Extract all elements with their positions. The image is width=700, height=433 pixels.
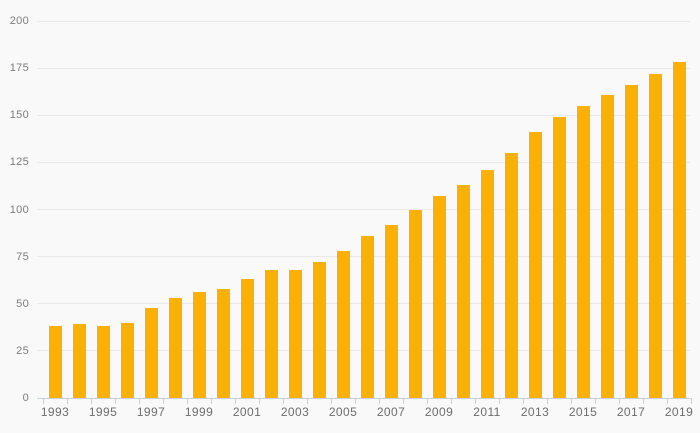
x-axis-tick-label: 1995 (88, 405, 118, 419)
x-axis-tick (666, 398, 668, 404)
y-axis-tick-label: 75 (16, 250, 29, 263)
x-axis-tick-label: 2003 (280, 405, 310, 419)
x-axis-tick (522, 398, 524, 404)
x-axis-tick (378, 398, 380, 404)
bar-2013[interactable] (528, 132, 542, 398)
gridline-200 (37, 20, 690, 22)
x-axis-tick (426, 398, 428, 404)
x-axis-tick (546, 398, 548, 404)
x-axis-tick-label: 2019 (664, 405, 694, 419)
bar-2014[interactable] (552, 117, 566, 398)
x-axis-tick (642, 398, 644, 404)
x-axis-tick (618, 398, 620, 404)
x-axis-tick (330, 398, 332, 404)
x-axis-tick (162, 398, 164, 404)
x-axis-tick (282, 398, 284, 404)
x-axis-tick (354, 398, 356, 404)
x-axis-tick-label: 1993 (40, 405, 70, 419)
y-axis-tick-label: 100 (9, 203, 29, 216)
bar-2008[interactable] (408, 209, 422, 398)
x-axis-tick-label: 2013 (520, 405, 550, 419)
x-axis-tick (234, 398, 236, 404)
x-axis-tick (474, 398, 476, 404)
x-axis-tick (402, 398, 404, 404)
bar-1996[interactable] (120, 322, 134, 398)
x-axis-line (37, 398, 691, 399)
x-axis-tick-label: 1997 (136, 405, 166, 419)
x-axis-tick-label: 2011 (473, 405, 501, 419)
x-axis-tick (594, 398, 596, 404)
bar-2019[interactable] (672, 62, 686, 398)
gridline-150 (37, 114, 690, 116)
bar-2015[interactable] (576, 105, 590, 398)
x-axis-tick-label: 2001 (232, 405, 262, 419)
x-axis-tick-label: 2017 (616, 405, 646, 419)
x-axis-tick (498, 398, 500, 404)
x-axis-tick (450, 398, 452, 404)
x-axis-tick (186, 398, 188, 404)
gridline-175 (37, 67, 690, 69)
bar-1997[interactable] (144, 307, 158, 398)
y-axis-tick-label: 125 (9, 156, 29, 169)
x-axis-tick-label: 2005 (328, 405, 358, 419)
y-axis-tick-label: 175 (9, 62, 29, 75)
y-axis-tick-label: 150 (9, 109, 29, 122)
bar-2002[interactable] (264, 269, 278, 398)
y-axis-tick-label: 50 (16, 297, 29, 310)
bar-2018[interactable] (648, 73, 662, 398)
y-axis-tick-label: 0 (22, 392, 29, 404)
bar-2001[interactable] (240, 279, 254, 398)
bar-2012[interactable] (504, 152, 518, 398)
x-axis-tick (42, 398, 44, 404)
bar-2010[interactable] (456, 184, 470, 398)
gridline-125 (37, 161, 690, 163)
bar-2005[interactable] (336, 250, 350, 398)
x-axis-tick (570, 398, 572, 404)
x-axis-tick (90, 398, 92, 404)
y-axis-tick-label: 200 (9, 15, 29, 27)
bar-2009[interactable] (432, 196, 446, 398)
x-axis-tick (210, 398, 212, 404)
bar-2006[interactable] (360, 235, 374, 398)
x-axis-tick-label: 1999 (184, 405, 214, 419)
x-axis-tick (690, 398, 692, 404)
y-axis-tick-label: 25 (16, 344, 29, 357)
bar-2016[interactable] (600, 94, 614, 398)
bar-1999[interactable] (192, 292, 206, 398)
bar-1998[interactable] (168, 298, 182, 398)
bar-2017[interactable] (624, 85, 638, 398)
bar-2000[interactable] (216, 288, 230, 398)
gridline-100 (37, 209, 690, 210)
x-axis-tick (66, 398, 68, 404)
x-axis-tick-label: 2009 (424, 405, 454, 419)
x-axis-tick (306, 398, 308, 404)
x-axis-tick (114, 398, 116, 404)
x-axis-tick-label: 2007 (376, 405, 406, 419)
bar-2007[interactable] (384, 224, 398, 398)
bar-2003[interactable] (288, 269, 302, 398)
bar-2011[interactable] (480, 169, 494, 398)
bar-1994[interactable] (72, 324, 86, 398)
bar-1993[interactable] (48, 326, 62, 398)
x-axis-tick (138, 398, 140, 404)
bar-1995[interactable] (96, 326, 110, 398)
x-axis-tick (258, 398, 260, 404)
bar-2004[interactable] (312, 262, 326, 398)
x-axis-tick-label: 2015 (568, 405, 598, 419)
